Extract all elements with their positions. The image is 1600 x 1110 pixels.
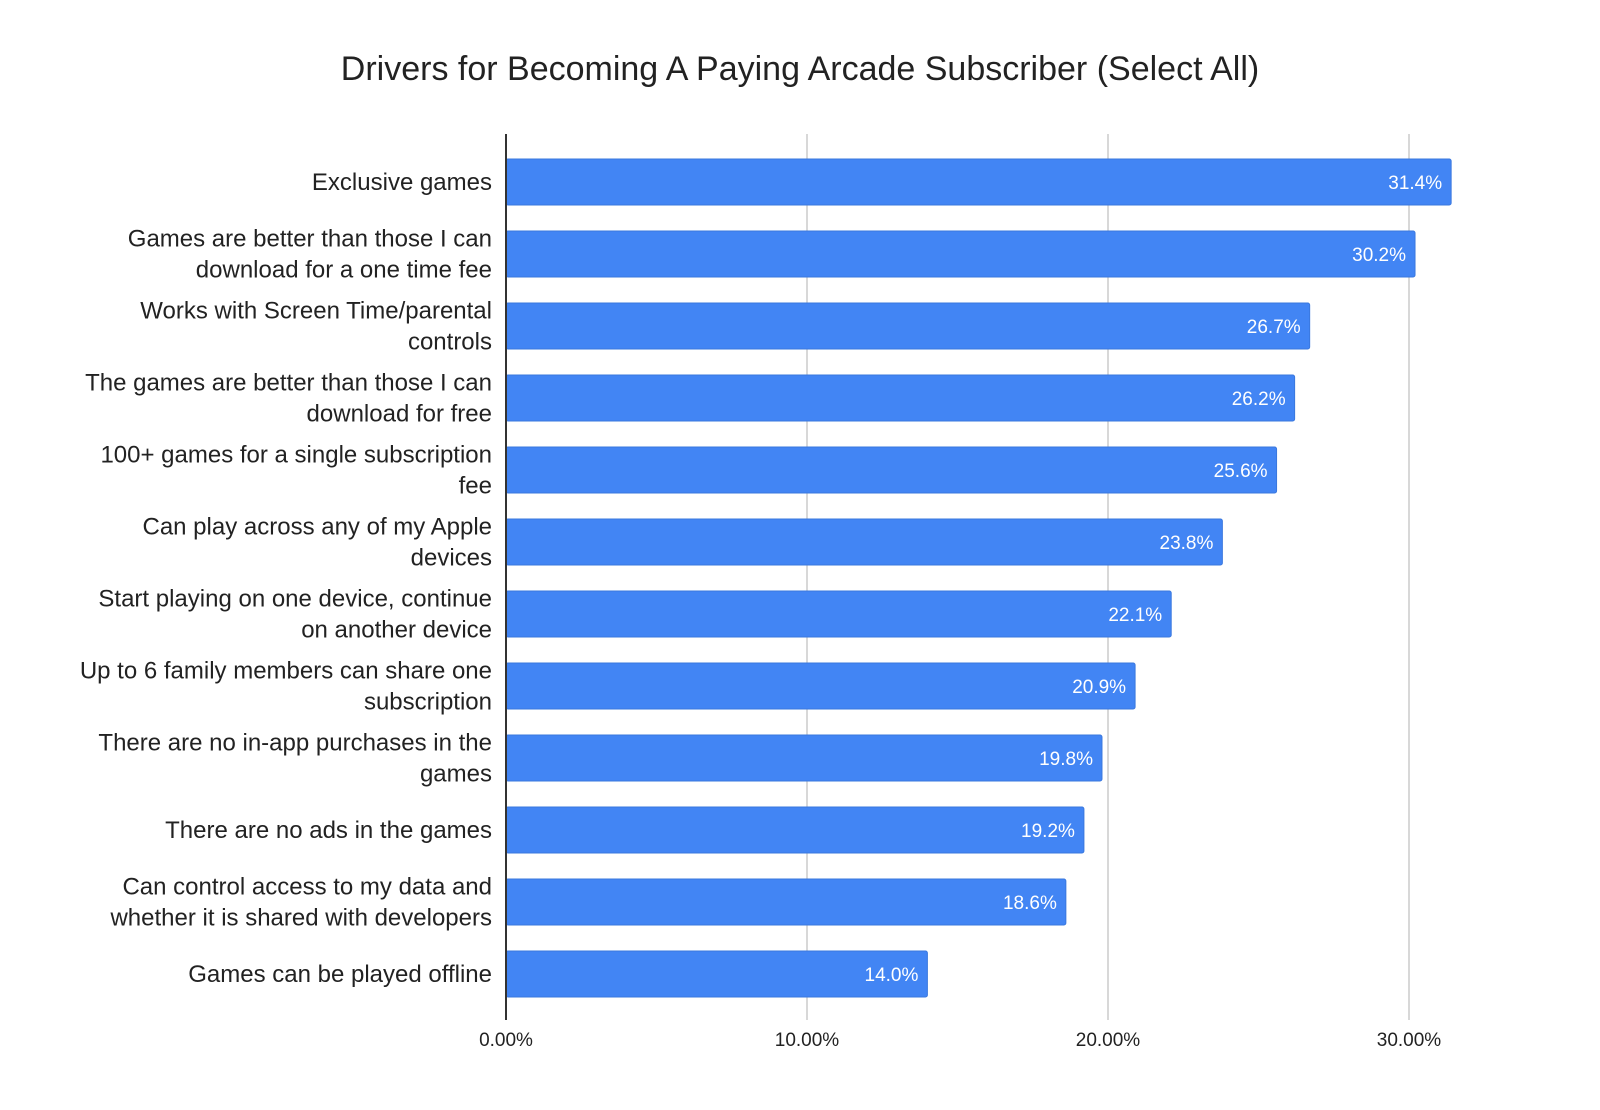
data-label: 19.2% (1021, 821, 1075, 842)
x-tick-label: 0.00% (479, 1030, 533, 1051)
bar (505, 518, 1223, 566)
category-label: 100+ games for a single subscription (100, 442, 492, 469)
category-label: There are no ads in the games (165, 817, 492, 844)
x-tick-label: 10.00% (775, 1030, 840, 1051)
data-label: 23.8% (1160, 533, 1214, 554)
category-label: download for a one time fee (196, 257, 492, 284)
category-label: Games are better than those I can (128, 226, 492, 253)
bar (505, 302, 1311, 350)
category-label: Exclusive games (312, 169, 492, 196)
category-label: Start playing on one device, continue (98, 586, 492, 613)
bars: 31.4% 30.2% 26.7% 26.2% 25.6% 23.8% 22.1% 20.9%… (505, 158, 1452, 998)
x-tick-label: 20.00% (1076, 1030, 1141, 1051)
category-label: subscription (364, 689, 492, 716)
bar (505, 230, 1416, 278)
category-label: games (420, 761, 492, 788)
category-label: Games can be played offline (188, 961, 492, 988)
category-label: Works with Screen Time/parental (140, 298, 492, 325)
category-label: Can play across any of my Apple (142, 514, 492, 541)
category-label: Can control access to my data and (122, 874, 492, 901)
x-tick-label: 30.00% (1377, 1030, 1442, 1051)
data-label: 26.7% (1247, 317, 1301, 338)
data-label: 14.0% (865, 965, 919, 986)
category-label: devices (411, 545, 492, 572)
data-label: 25.6% (1214, 461, 1268, 482)
bar (505, 158, 1452, 206)
x-tick-labels: 0.00% 10.00% 20.00% 30.00% (479, 1030, 1441, 1051)
category-label: download for free (307, 401, 492, 428)
category-label: fee (459, 473, 492, 500)
data-label: 22.1% (1108, 605, 1162, 626)
bar (505, 806, 1085, 854)
chart-title: Drivers for Becoming A Paying Arcade Sub… (340, 50, 1260, 88)
bar (505, 446, 1278, 494)
data-label: 31.4% (1388, 173, 1442, 194)
category-label: Up to 6 family members can share one (80, 658, 492, 685)
bar (505, 878, 1067, 926)
category-labels: Exclusive games Games are better than tho… (80, 169, 492, 988)
bar (505, 590, 1172, 638)
bar (505, 374, 1296, 422)
category-label: The games are better than those I can (85, 370, 492, 397)
data-label: 30.2% (1352, 245, 1406, 266)
data-label: 26.2% (1232, 389, 1286, 410)
category-label: controls (408, 329, 492, 356)
data-label: 20.9% (1072, 677, 1126, 698)
bar (505, 662, 1136, 710)
gridlines (806, 134, 1410, 1020)
category-label: on another device (301, 617, 492, 644)
data-label: 19.8% (1039, 749, 1093, 770)
category-label: There are no in-app purchases in the (98, 730, 492, 757)
category-label: whether it is shared with developers (109, 905, 492, 932)
bar (505, 734, 1103, 782)
data-label: 18.6% (1003, 893, 1057, 914)
